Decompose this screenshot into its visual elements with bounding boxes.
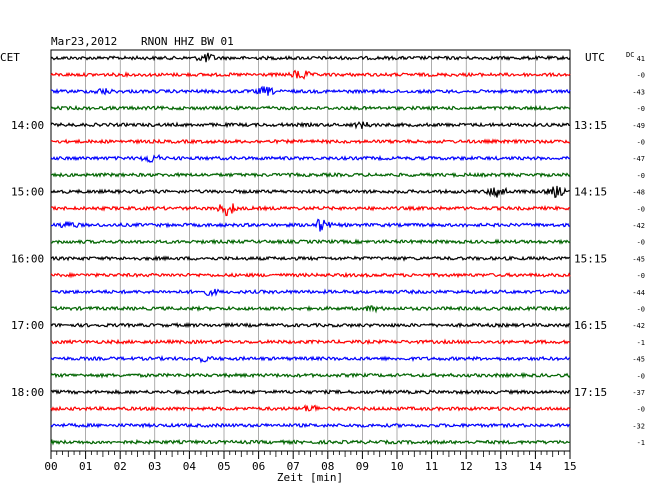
left-time-label: 18:00 bbox=[11, 386, 44, 399]
x-tick-label: 00 bbox=[44, 460, 57, 473]
seismic-trace bbox=[50, 218, 571, 232]
seismic-trace bbox=[50, 338, 571, 346]
trace-labels: 41 -0 -43 -0 14:00 13:15 -49 -0 -47 -0 15:00 14:15 -… bbox=[11, 55, 645, 447]
left-timezone: CET bbox=[0, 51, 20, 64]
dc-offset-label: -44 bbox=[632, 289, 645, 297]
dc-offset-label: -49 bbox=[632, 122, 645, 130]
seismic-trace bbox=[50, 52, 571, 63]
dc-offset-label: -32 bbox=[632, 422, 645, 430]
dc-offset-label: -0 bbox=[637, 272, 645, 280]
vertical-grid bbox=[85, 50, 536, 451]
x-tick-label: 15 bbox=[563, 460, 576, 473]
seismic-trace bbox=[50, 371, 571, 379]
right-time-label: 13:15 bbox=[574, 119, 607, 132]
dc-offset-label: -0 bbox=[637, 72, 645, 80]
left-time-label: 16:00 bbox=[11, 252, 44, 265]
dc-offset-label: -0 bbox=[637, 205, 645, 213]
seismic-trace bbox=[50, 203, 571, 217]
dc-offset-label: -1 bbox=[637, 439, 645, 447]
seismic-trace bbox=[50, 104, 571, 112]
dc-offset-label: -0 bbox=[637, 239, 645, 247]
seismic-trace bbox=[50, 321, 571, 329]
x-tick-label: 07 bbox=[287, 460, 300, 473]
seismic-trace bbox=[50, 138, 571, 145]
dc-offset-label: -1 bbox=[637, 339, 645, 347]
dc-offset-label: -0 bbox=[637, 172, 645, 180]
dc-offset-label: -43 bbox=[632, 88, 645, 96]
dc-offset-label: -0 bbox=[637, 372, 645, 380]
right-time-label: 15:15 bbox=[574, 252, 607, 265]
dc-offset-label: -45 bbox=[632, 356, 645, 364]
dc-offset-label: -0 bbox=[637, 406, 645, 414]
x-tick-label: 03 bbox=[148, 460, 161, 473]
x-tick-label: 13 bbox=[494, 460, 507, 473]
seismic-trace bbox=[50, 438, 571, 446]
x-axis-label: Zeit [min] bbox=[277, 471, 343, 484]
seismic-trace bbox=[50, 171, 571, 179]
x-tick-label: 06 bbox=[252, 460, 265, 473]
seismic-trace bbox=[50, 121, 570, 130]
seismic-trace bbox=[50, 238, 571, 245]
seismic-trace bbox=[50, 154, 571, 163]
trace-group bbox=[50, 52, 571, 446]
right-timezone: UTC bbox=[585, 51, 605, 64]
dc-offset-label: -47 bbox=[632, 155, 645, 163]
seismic-trace bbox=[51, 85, 571, 96]
dc-offset-label: -0 bbox=[637, 139, 645, 147]
header-date: Mar23,2012 bbox=[51, 35, 117, 48]
seismic-trace bbox=[50, 271, 571, 279]
x-tick-label: 08 bbox=[321, 460, 334, 473]
x-tick-label: 04 bbox=[183, 460, 197, 473]
left-time-label: 17:00 bbox=[11, 319, 44, 332]
x-axis: 00 01 02 03 04 05 06 07 08 09 10 11 12 13 14 15 bbox=[44, 451, 577, 473]
x-tick-label: 11 bbox=[425, 460, 438, 473]
x-tick-label: 12 bbox=[460, 460, 473, 473]
right-time-label: 16:15 bbox=[574, 319, 607, 332]
seismic-trace bbox=[50, 305, 571, 314]
x-tick-label: 02 bbox=[114, 460, 127, 473]
seismic-trace bbox=[50, 388, 571, 396]
seismic-trace bbox=[50, 255, 571, 262]
left-time-label: 14:00 bbox=[11, 119, 44, 132]
seismic-trace bbox=[50, 185, 571, 199]
seismic-trace bbox=[50, 69, 571, 80]
x-tick-label: 05 bbox=[217, 460, 230, 473]
dc-offset-label: -42 bbox=[632, 322, 645, 330]
seismic-trace bbox=[50, 404, 571, 413]
dc-offset-label: -37 bbox=[632, 389, 645, 397]
x-tick-label: 01 bbox=[79, 460, 92, 473]
dc-offset-label: -0 bbox=[637, 105, 645, 113]
seismic-trace bbox=[50, 355, 571, 364]
left-time-label: 15:00 bbox=[11, 186, 44, 199]
right-time-label: 17:15 bbox=[574, 386, 607, 399]
x-tick-label: 10 bbox=[390, 460, 403, 473]
header-station: RNON HHZ BW 01 bbox=[141, 35, 234, 48]
dc-offset-label: -42 bbox=[632, 222, 645, 230]
right-time-label: 14:15 bbox=[574, 186, 607, 199]
x-tick-label: 09 bbox=[356, 460, 369, 473]
dc-offset-label: -45 bbox=[632, 255, 645, 263]
seismic-trace bbox=[50, 288, 571, 298]
x-tick-label: 14 bbox=[529, 460, 543, 473]
dc-offset-label: -0 bbox=[637, 306, 645, 314]
dc-offset-label: 41 bbox=[637, 55, 645, 63]
seismic-trace bbox=[50, 422, 571, 429]
dc-offset-label: -48 bbox=[632, 189, 645, 197]
dc-label: DC bbox=[626, 51, 634, 59]
